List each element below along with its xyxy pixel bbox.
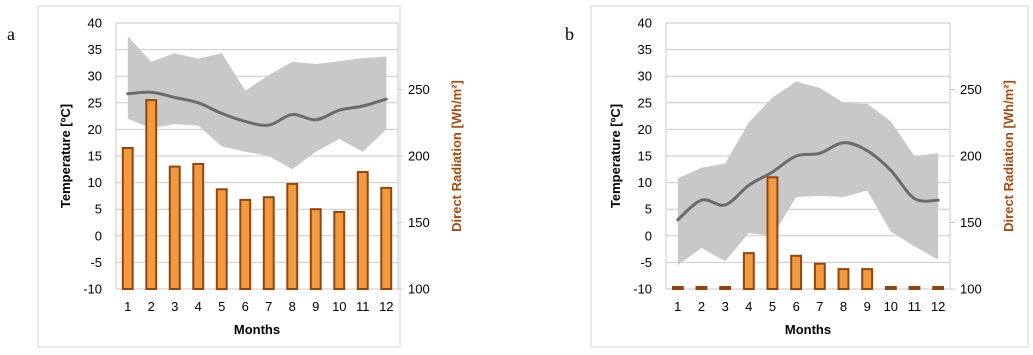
temperature-range-band — [127, 36, 387, 170]
radiation-bar — [719, 286, 732, 290]
y2-tick-label: 200 — [960, 149, 982, 164]
radiation-bar — [380, 186, 393, 290]
radiation-bar — [333, 210, 346, 290]
y-axis-title: Temperature [ºC] — [58, 104, 73, 208]
x-tick-label: 4 — [745, 299, 752, 314]
y-tick-label: -10 — [83, 282, 102, 297]
y-tick-label: 40 — [88, 16, 102, 31]
x-tick-label: 2 — [698, 299, 705, 314]
radiation-bar — [671, 286, 684, 290]
x-tick-label: 5 — [218, 299, 225, 314]
y-tick-label: 25 — [88, 95, 102, 110]
x-tick-label: 10 — [884, 299, 898, 314]
y2-axis-title: Direct Radiation [Wh/m²] — [1001, 80, 1016, 232]
radiation-bar — [884, 286, 897, 290]
radiation-bar — [356, 171, 369, 290]
x-tick-label: 1 — [124, 299, 131, 314]
radiation-bar — [908, 286, 921, 290]
y-tick-label: 15 — [638, 149, 652, 164]
radiation-bar — [766, 176, 779, 290]
radiation-bar — [145, 99, 158, 290]
x-tick-label: 7 — [816, 299, 823, 314]
radiation-bar — [262, 196, 275, 290]
y-tick-label: 5 — [645, 202, 652, 217]
x-axis-title: Months — [234, 322, 280, 337]
y-tick-label: 35 — [88, 42, 102, 57]
radiation-bar — [861, 268, 874, 291]
radiation-bar — [286, 182, 299, 290]
y-tick-label: 0 — [95, 228, 102, 243]
x-tick-label: 3 — [722, 299, 729, 314]
x-tick-label: 8 — [289, 299, 296, 314]
y-tick-label: -10 — [633, 282, 652, 297]
y-tick-label: 5 — [95, 202, 102, 217]
x-tick-label: 8 — [840, 299, 847, 314]
radiation-bar — [121, 147, 134, 290]
y2-axis-title: Direct Radiation [Wh/m²] — [449, 80, 464, 232]
x-tick-label: 4 — [195, 299, 202, 314]
x-tick-label: 2 — [148, 299, 155, 314]
radiation-bar — [932, 286, 945, 290]
y2-tick-label: 100 — [960, 282, 982, 297]
y-axis-title: Temperature [ºC] — [608, 104, 623, 208]
x-axis-title: Months — [785, 322, 831, 337]
x-tick-label: 1 — [674, 299, 681, 314]
y-tick-label: 15 — [88, 149, 102, 164]
mean-temperature-line — [676, 141, 940, 222]
y-tick-label: 40 — [638, 16, 652, 31]
y-tick-label: 25 — [638, 95, 652, 110]
radiation-bar — [309, 208, 322, 290]
radiation-bar — [742, 252, 755, 291]
mean-temperature-line — [126, 90, 388, 127]
radiation-bar — [813, 262, 826, 291]
panel-label: b — [565, 24, 574, 44]
radiation-bar — [168, 165, 181, 291]
x-tick-label: 11 — [908, 299, 922, 314]
y-tick-label: 10 — [638, 175, 652, 190]
y-tick-label: 20 — [638, 122, 652, 137]
y2-tick-label: 250 — [960, 82, 982, 97]
temperature-range-band — [677, 81, 939, 266]
y2-tick-label: 200 — [408, 149, 430, 164]
x-tick-label: 11 — [356, 299, 370, 314]
radiation-bar — [192, 163, 205, 290]
x-tick-label: 12 — [379, 299, 393, 314]
x-tick-label: 5 — [769, 299, 776, 314]
x-tick-label: 3 — [171, 299, 178, 314]
radiation-bar — [837, 268, 850, 291]
panel-label: a — [7, 24, 15, 44]
x-tick-label: 12 — [931, 299, 945, 314]
y-tick-label: 10 — [88, 175, 102, 190]
radiation-bar — [790, 254, 803, 291]
y-tick-label: 20 — [88, 122, 102, 137]
radiation-bar — [695, 286, 708, 290]
y2-tick-label: 250 — [408, 82, 430, 97]
x-tick-label: 9 — [312, 299, 319, 314]
x-tick-label: 9 — [864, 299, 871, 314]
y2-tick-label: 150 — [960, 215, 982, 230]
y2-tick-label: 100 — [408, 282, 430, 297]
x-tick-label: 7 — [265, 299, 272, 314]
y-tick-label: 0 — [645, 228, 652, 243]
y-tick-label: 30 — [638, 69, 652, 84]
y2-tick-label: 150 — [408, 215, 430, 230]
x-tick-label: 6 — [242, 299, 249, 314]
y-tick-label: -5 — [640, 255, 652, 270]
radiation-bar — [239, 198, 252, 290]
y-tick-label: -5 — [90, 255, 102, 270]
x-tick-label: 10 — [332, 299, 346, 314]
y-tick-label: 30 — [88, 69, 102, 84]
x-tick-label: 6 — [793, 299, 800, 314]
y-tick-label: 35 — [638, 42, 652, 57]
radiation-bar — [215, 188, 228, 291]
